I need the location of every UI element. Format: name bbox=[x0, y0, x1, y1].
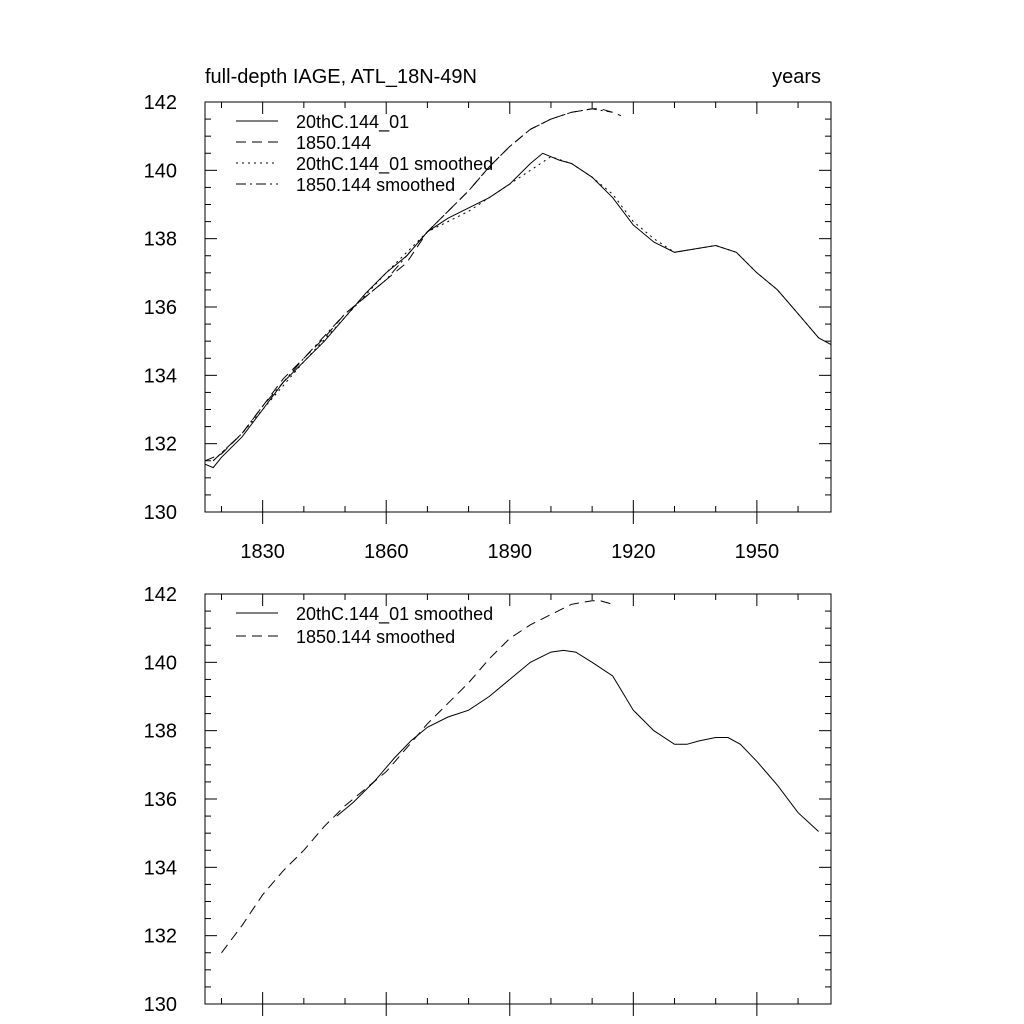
y-tick-label: 140 bbox=[144, 160, 177, 182]
units-label: years bbox=[772, 66, 821, 88]
chart-title: full-depth IAGE, ATL_18N-49N bbox=[205, 66, 477, 88]
legend-label: 20thC.144_01 bbox=[296, 112, 409, 133]
y-tick-label: 138 bbox=[144, 721, 177, 743]
y-tick-label: 142 bbox=[144, 92, 177, 114]
series-line-0 bbox=[204, 152, 832, 469]
legend-label: 1850.144 smoothed bbox=[296, 627, 455, 647]
x-tick-label: 1830 bbox=[240, 541, 285, 563]
y-tick-label: 132 bbox=[144, 926, 177, 948]
x-tick-label: 1920 bbox=[611, 541, 656, 563]
y-tick-label: 134 bbox=[144, 365, 177, 387]
series-line-1 bbox=[221, 600, 613, 954]
x-tick-label: 1860 bbox=[364, 541, 409, 563]
bottom-panel: 130 132 134 136 138 140 142 20thC.144_01 smooth… bbox=[144, 584, 832, 1016]
y-tick-label: 140 bbox=[144, 652, 177, 674]
legend-label: 1850.144 bbox=[296, 133, 371, 153]
y-tick-label: 134 bbox=[144, 857, 177, 879]
x-tick-label: 1950 bbox=[735, 541, 780, 563]
plot-frame bbox=[204, 593, 832, 1005]
y-tick-label: 138 bbox=[144, 229, 177, 251]
series-line-2 bbox=[212, 156, 819, 462]
top-panel: 130 132 134 136 138 140 142 1830 1860 1890 1920 195… bbox=[144, 66, 832, 563]
y-tick-label: 132 bbox=[144, 434, 177, 456]
series-line-3 bbox=[212, 108, 613, 462]
legend-label: 20thC.144_01 smoothed bbox=[296, 604, 493, 625]
legend-label: 20thC.144_01 smoothed bbox=[296, 154, 493, 175]
x-tick-label: 1890 bbox=[488, 541, 533, 563]
y-tick-label: 130 bbox=[144, 994, 177, 1016]
y-tick-label: 142 bbox=[144, 584, 177, 606]
y-tick-label: 136 bbox=[144, 789, 177, 811]
series-line-0 bbox=[336, 649, 819, 832]
y-tick-label: 136 bbox=[144, 297, 177, 319]
legend-label: 1850.144 smoothed bbox=[296, 175, 455, 195]
y-tick-label: 130 bbox=[144, 502, 177, 524]
